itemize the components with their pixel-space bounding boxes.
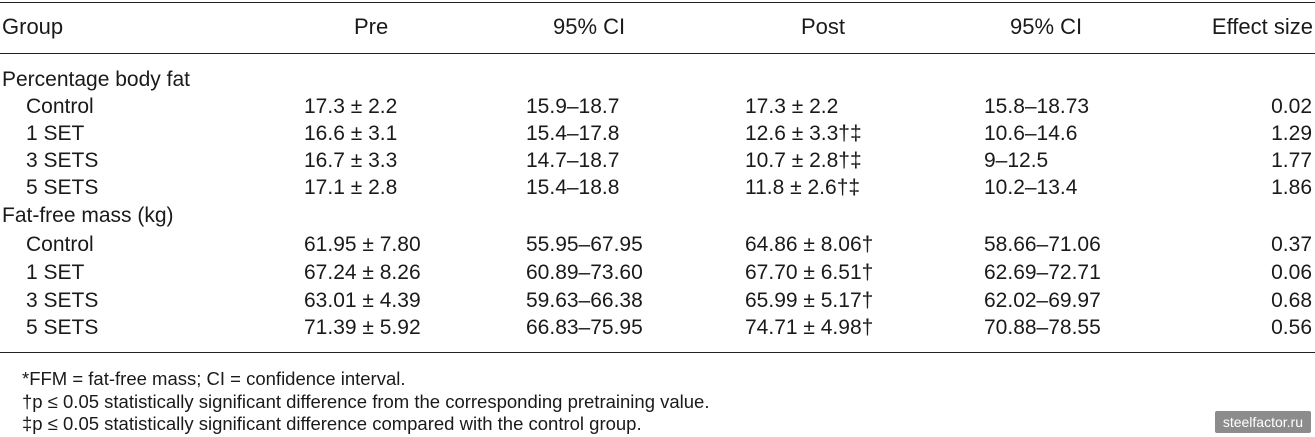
cell-ci-pre: 66.83–75.95: [526, 316, 643, 339]
section-title-row: Fat-free mass (kg): [0, 202, 1315, 230]
section-title: Fat-free mass (kg): [2, 204, 174, 227]
cell-pre: 61.95 ± 7.80: [304, 233, 421, 256]
section-title-row: Percentage body fat: [0, 66, 1315, 94]
cell-ci-pre: 15.9–18.7: [526, 95, 620, 118]
cell-ci-post: 9–12.5: [984, 149, 1049, 172]
cell-effect-size: 1.29: [1271, 122, 1312, 145]
table-row: 1 SET 67.24 ± 8.26 60.89–73.60 67.70 ± 6…: [0, 259, 1315, 287]
cell-effect-size: 1.86: [1271, 176, 1312, 199]
cell-effect-size: 0.06: [1271, 261, 1312, 284]
cell-ci-post: 62.02–69.97: [984, 289, 1101, 312]
table-row: 5 SETS 71.39 ± 5.92 66.83–75.95 74.71 ± …: [0, 314, 1315, 342]
cell-ci-post: 10.2–13.4: [984, 176, 1078, 199]
cell-ci-post: 58.66–71.06: [984, 233, 1101, 256]
cell-pre: 16.7 ± 3.3: [304, 149, 398, 172]
table-header-row: Group Pre 95% CI Post 95% CI Effect size: [0, 13, 1315, 41]
cell-ci-pre: 60.89–73.60: [526, 261, 643, 284]
header-effect-size: Effect size: [1211, 14, 1313, 39]
cell-effect-size: 0.02: [1271, 95, 1312, 118]
cell-group: 5 SETS: [26, 316, 99, 339]
header-rule: [0, 53, 1315, 54]
top-rule: [0, 2, 1315, 3]
cell-ci-post: 70.88–78.55: [984, 316, 1101, 339]
header-post: Post: [801, 14, 846, 39]
footnote: *FFM = fat-free mass; CI = confidence in…: [22, 368, 406, 389]
cell-effect-size: 1.77: [1271, 149, 1312, 172]
cell-group: 1 SET: [26, 261, 85, 284]
cell-post: 10.7 ± 2.8†‡: [745, 149, 862, 172]
cell-post: 17.3 ± 2.2: [745, 95, 839, 118]
cell-post: 74.71 ± 4.98†: [745, 316, 874, 339]
cell-group: 1 SET: [26, 122, 85, 145]
cell-ci-post: 15.8–18.73: [984, 95, 1090, 118]
header-ci-post: 95% CI: [1010, 14, 1083, 39]
cell-ci-pre: 55.95–67.95: [526, 233, 643, 256]
bottom-rule: [0, 352, 1315, 353]
cell-pre: 16.6 ± 3.1: [304, 122, 398, 145]
cell-ci-post: 62.69–72.71: [984, 261, 1101, 284]
footnote: †p ≤ 0.05 statistically significant diff…: [22, 391, 710, 412]
cell-ci-pre: 15.4–17.8: [526, 122, 620, 145]
cell-ci-pre: 14.7–18.7: [526, 149, 620, 172]
cell-effect-size: 0.56: [1271, 316, 1312, 339]
table-row: 3 SETS 63.01 ± 4.39 59.63–66.38 65.99 ± …: [0, 287, 1315, 315]
header-pre: Pre: [354, 14, 389, 39]
cell-post: 67.70 ± 6.51†: [745, 261, 874, 284]
cell-post: 11.8 ± 2.6†‡: [745, 176, 861, 199]
cell-group: 3 SETS: [26, 149, 99, 172]
cell-ci-pre: 15.4–18.8: [526, 176, 620, 199]
cell-pre: 17.1 ± 2.8: [304, 176, 398, 199]
table-row: 3 SETS 16.7 ± 3.3 14.7–18.7 10.7 ± 2.8†‡…: [0, 147, 1315, 175]
cell-pre: 63.01 ± 4.39: [304, 289, 421, 312]
cell-post: 12.6 ± 3.3†‡: [745, 122, 862, 145]
cell-ci-pre: 59.63–66.38: [526, 289, 643, 312]
section-title: Percentage body fat: [2, 68, 190, 91]
cell-pre: 67.24 ± 8.26: [304, 261, 421, 284]
cell-group: 5 SETS: [26, 176, 99, 199]
table-row: 5 SETS 17.1 ± 2.8 15.4–18.8 11.8 ± 2.6†‡…: [0, 174, 1315, 202]
header-ci-pre: 95% CI: [553, 14, 626, 39]
table-row: Control 61.95 ± 7.80 55.95–67.95 64.86 ±…: [0, 231, 1315, 259]
table-row: Control 17.3 ± 2.2 15.9–18.7 17.3 ± 2.2 …: [0, 93, 1315, 121]
table-row: 1 SET 16.6 ± 3.1 15.4–17.8 12.6 ± 3.3†‡ …: [0, 120, 1315, 148]
cell-ci-post: 10.6–14.6: [984, 122, 1078, 145]
cell-effect-size: 0.68: [1271, 289, 1312, 312]
footnote: ‡p ≤ 0.05 statistically significant diff…: [22, 413, 642, 434]
cell-pre: 71.39 ± 5.92: [304, 316, 421, 339]
cell-effect-size: 0.37: [1271, 233, 1312, 256]
cell-group: 3 SETS: [26, 289, 99, 312]
header-group: Group: [2, 14, 64, 39]
watermark-badge: steelfactor.ru: [1214, 411, 1311, 433]
cell-group: Control: [26, 95, 94, 118]
cell-post: 65.99 ± 5.17†: [745, 289, 874, 312]
cell-pre: 17.3 ± 2.2: [304, 95, 398, 118]
cell-group: Control: [26, 233, 94, 256]
cell-post: 64.86 ± 8.06†: [745, 233, 874, 256]
